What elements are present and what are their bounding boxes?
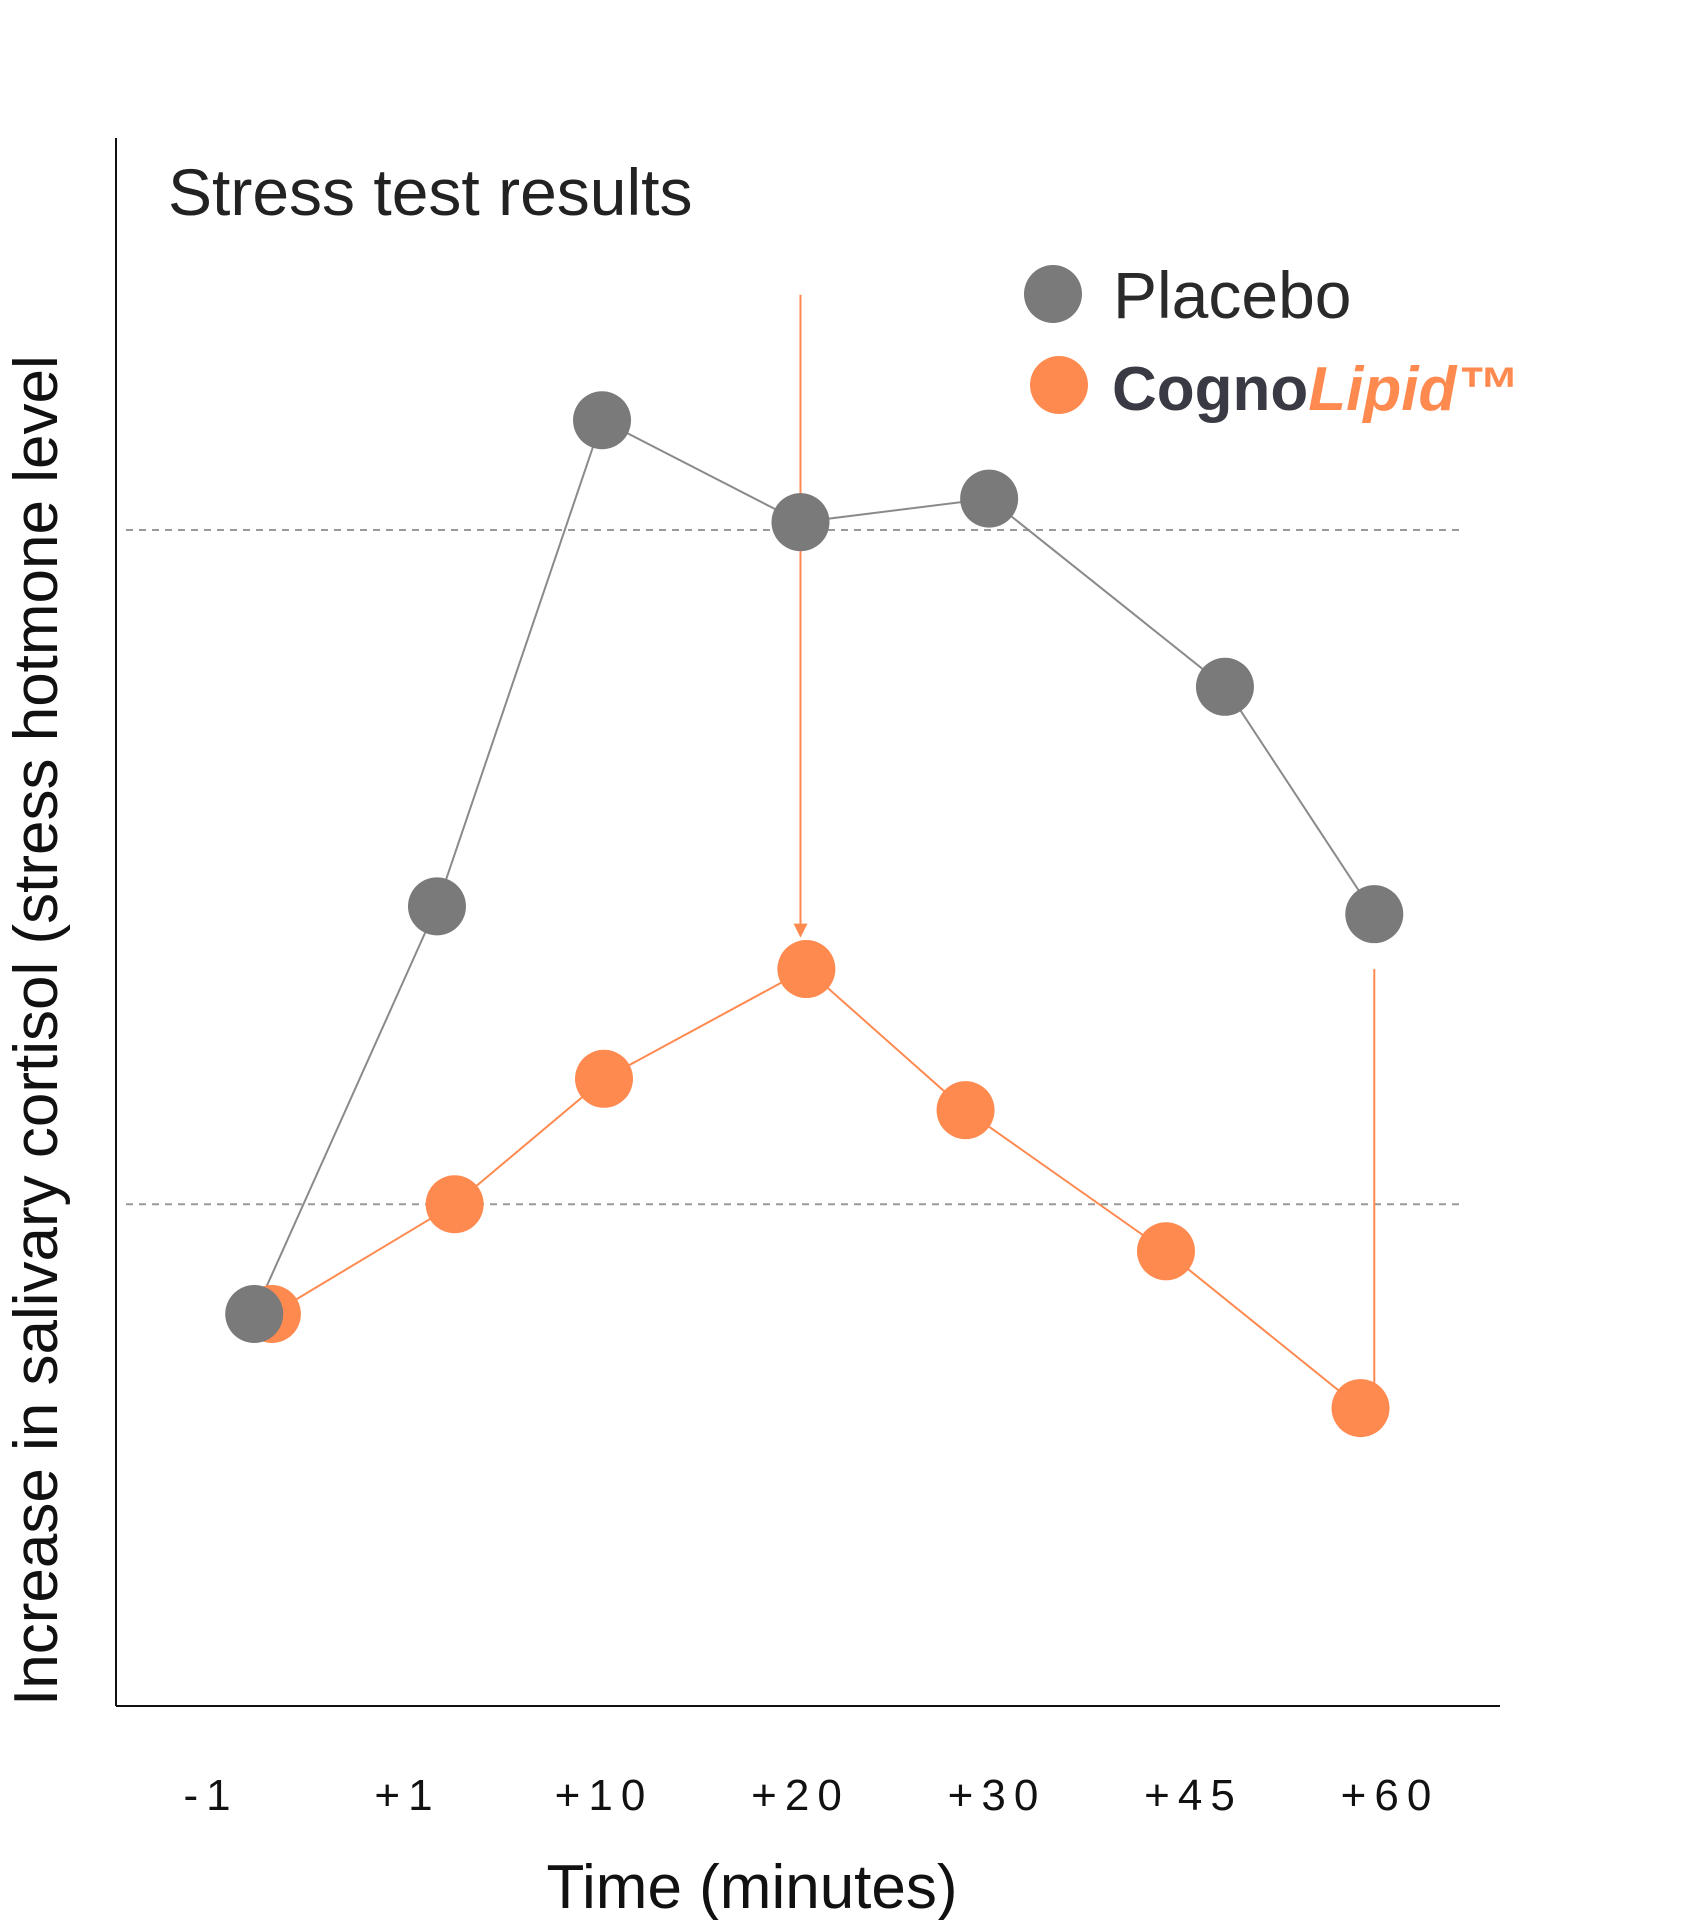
x-tick-label: -1 (183, 1771, 238, 1820)
x-axis-label: Time (minutes) (546, 1853, 957, 1920)
data-point-cognolipid (1136, 1222, 1195, 1281)
legend-label-placebo: Placebo (1113, 258, 1352, 332)
data-point-cognolipid (936, 1081, 995, 1140)
data-point-placebo (1345, 885, 1404, 944)
data-point-placebo (771, 493, 830, 552)
legend: Placebo CognoLipid™ (1024, 258, 1518, 424)
x-tick-label: +60 (1341, 1771, 1440, 1820)
data-point-placebo (225, 1285, 284, 1343)
x-tick-label: +10 (555, 1771, 654, 1820)
brand-suffix: Lipid™ (1308, 355, 1518, 424)
x-tick-label: +30 (948, 1771, 1047, 1820)
data-point-placebo (960, 469, 1019, 528)
reference-lines (126, 529, 1460, 1206)
data-point-placebo (1195, 657, 1254, 716)
data-point-cognolipid (575, 1049, 633, 1108)
legend-marker-placebo (1024, 265, 1082, 323)
y-axis-label: Increase in salivary cortisol (stress ho… (2, 355, 71, 1706)
data-points (225, 391, 1404, 1438)
data-point-cognolipid (1331, 1379, 1390, 1438)
legend-label-cognolipid: CognoLipid™ (1112, 355, 1518, 424)
chart-title: Stress test results (168, 155, 693, 229)
x-tick-label: +1 (374, 1771, 440, 1820)
series-line-placebo (253, 418, 1376, 1315)
arrows (793, 294, 1382, 1432)
data-point-cognolipid (777, 940, 836, 999)
brand-prefix: Cogno (1112, 355, 1308, 424)
x-tick-label: +45 (1144, 1771, 1243, 1820)
data-point-placebo (573, 391, 632, 450)
x-tick-labels: -1 +1 +10 +20 +30 +45 +60 (183, 1771, 1440, 1820)
legend-marker-cognolipid (1030, 356, 1088, 414)
x-tick-label: +20 (751, 1771, 850, 1820)
data-point-placebo (407, 877, 466, 936)
arrow-head (793, 923, 808, 938)
data-point-cognolipid (425, 1175, 484, 1234)
